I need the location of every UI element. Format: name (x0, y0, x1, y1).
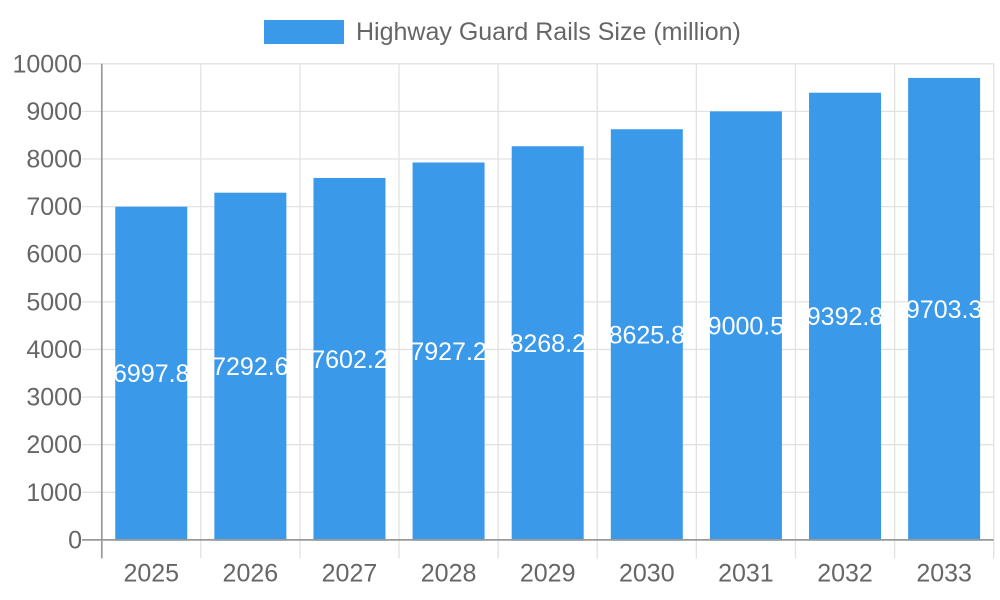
svg-text:2032: 2032 (817, 560, 873, 588)
svg-text:2000: 2000 (26, 431, 82, 459)
svg-text:9392.8: 9392.8 (807, 303, 883, 331)
svg-text:4000: 4000 (26, 336, 82, 364)
svg-text:9703.3: 9703.3 (906, 296, 982, 324)
svg-text:10000: 10000 (12, 50, 82, 78)
svg-text:2027: 2027 (322, 560, 378, 588)
svg-text:0: 0 (68, 526, 82, 554)
svg-text:7927.2: 7927.2 (410, 338, 486, 366)
svg-text:7602.2: 7602.2 (311, 346, 387, 374)
svg-text:2026: 2026 (223, 560, 279, 588)
svg-text:6997.8: 6997.8 (113, 360, 189, 388)
svg-text:8000: 8000 (26, 146, 82, 174)
svg-text:2029: 2029 (520, 560, 576, 588)
svg-text:2025: 2025 (123, 560, 179, 588)
svg-text:1000: 1000 (26, 479, 82, 507)
svg-text:Highway Guard Rails Size (mill: Highway Guard Rails Size (million) (356, 18, 741, 46)
svg-text:5000: 5000 (26, 288, 82, 316)
svg-text:2030: 2030 (619, 560, 675, 588)
svg-text:9000: 9000 (26, 98, 82, 126)
svg-text:7292.6: 7292.6 (212, 353, 288, 381)
svg-text:8625.8: 8625.8 (609, 321, 685, 349)
svg-text:2033: 2033 (916, 560, 972, 588)
svg-text:8268.2: 8268.2 (509, 330, 585, 358)
svg-text:9000.5: 9000.5 (708, 313, 784, 341)
svg-text:6000: 6000 (26, 241, 82, 269)
svg-text:3000: 3000 (26, 384, 82, 412)
svg-text:7000: 7000 (26, 193, 82, 221)
svg-text:2028: 2028 (421, 560, 477, 588)
svg-text:2031: 2031 (718, 560, 774, 588)
